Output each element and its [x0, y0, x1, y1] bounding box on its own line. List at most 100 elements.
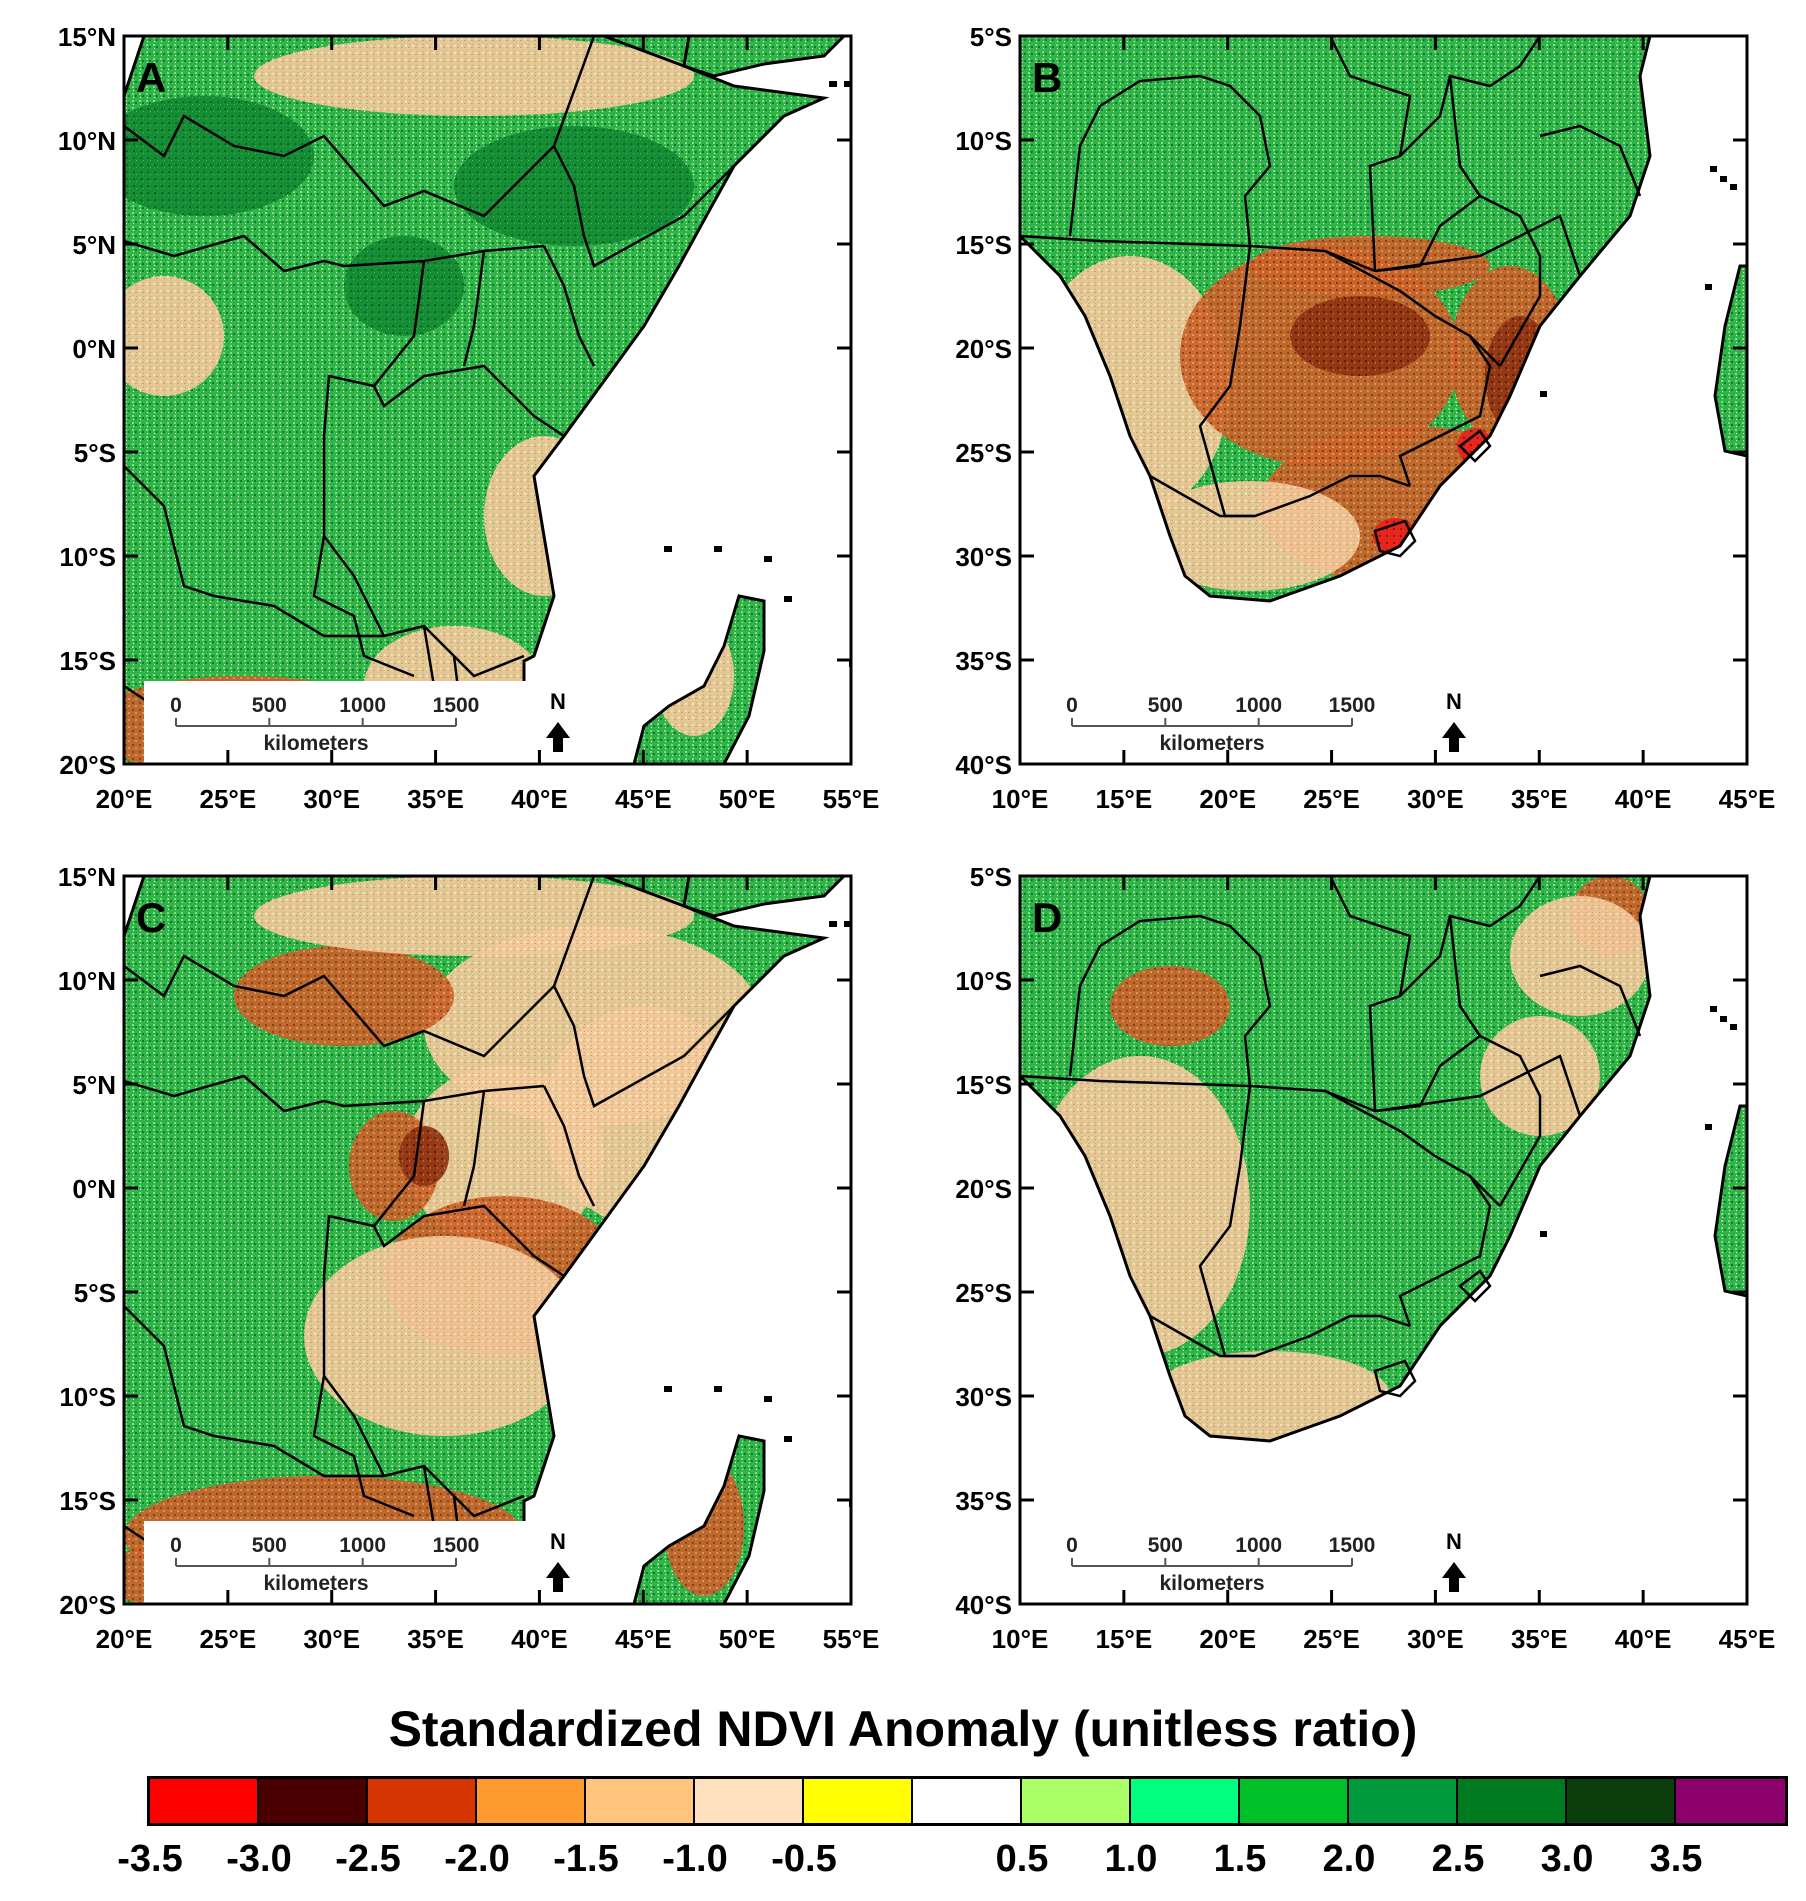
legend-swatch	[1022, 1779, 1131, 1823]
island	[714, 546, 722, 552]
legend-swatch	[477, 1779, 586, 1823]
lon-tick-label: 15°E	[1096, 1624, 1153, 1654]
scale-unit: kilometers	[1159, 732, 1264, 755]
panel-label: C	[136, 894, 166, 941]
island	[664, 1386, 672, 1392]
island	[1730, 184, 1737, 190]
legend-swatch	[586, 1779, 695, 1823]
country-border	[1519, 214, 1582, 277]
lat-tick-label: 0°N	[72, 1174, 116, 1204]
country-border	[124, 876, 596, 1058]
lat-tick-label: 40°S	[955, 1590, 1012, 1620]
lat-tick-label: 10°S	[955, 966, 1012, 996]
scale-unit: kilometers	[1159, 1572, 1264, 1595]
legend-swatch	[804, 1779, 913, 1823]
lat-tick-label: 15°S	[59, 1486, 116, 1516]
lon-tick-label: 20°E	[1199, 1624, 1256, 1654]
legend-swatch	[1240, 1779, 1349, 1823]
island	[664, 546, 672, 552]
island	[829, 921, 837, 927]
country-border	[552, 985, 735, 1108]
scale-bar: 0 500 1000 1500 kilometers	[1066, 1534, 1375, 1595]
lat-tick-label: 25°S	[955, 438, 1012, 468]
country-border	[462, 1090, 486, 1207]
lat-tick-label: 5°S	[970, 862, 1012, 892]
north-label: N	[550, 689, 566, 714]
country-border	[1373, 519, 1417, 558]
island	[764, 1396, 772, 1402]
country-border	[1479, 194, 1542, 367]
lat-tick-label: 20°S	[59, 1590, 116, 1620]
panel-label: A	[136, 54, 166, 101]
lon-tick-label: 35°E	[407, 1624, 464, 1654]
country-border	[1324, 1089, 1501, 1207]
legend-swatch	[1349, 1779, 1458, 1823]
scale-tick-label: 0	[170, 694, 182, 717]
scale-tick-label: 500	[252, 1534, 287, 1557]
scale-tick-label: 1500	[433, 694, 480, 717]
map-frame	[122, 34, 853, 766]
scale-bar: 0 500 1000 1500 kilometers	[1066, 694, 1375, 755]
island	[1710, 166, 1717, 172]
legend-label: -1.0	[662, 1838, 728, 1880]
scale-bar: 0 500 1000 1500 kilometers	[170, 1534, 479, 1595]
legend-label: 1.5	[1213, 1838, 1267, 1880]
lat-tick-label: 10°S	[59, 542, 116, 572]
panel-label: B	[1032, 54, 1062, 101]
lat-tick-label: 35°S	[955, 646, 1012, 676]
country-border	[1458, 429, 1492, 463]
country-border	[1539, 124, 1642, 197]
scale-tick-label: 1500	[1329, 1534, 1376, 1557]
north-arrow-icon: N	[1442, 689, 1466, 752]
legend-color-bar	[147, 1776, 1788, 1826]
country-border	[1324, 249, 1501, 367]
map-panel-c: C 15°N 10°N 5°N 0°N 5°S 10°S 15°S 20°S 20°E 25°E 30…	[58, 862, 879, 1654]
scale-tick-label: 1000	[1235, 694, 1282, 717]
island	[764, 556, 772, 562]
lat-tick-label: 5°S	[970, 22, 1012, 52]
lon-tick-label: 15°E	[1096, 784, 1153, 814]
lon-tick-label: 55°E	[823, 784, 880, 814]
country-border	[552, 145, 735, 268]
lat-tick-label: 0°N	[72, 334, 116, 364]
lat-tick-label: 15°S	[955, 1070, 1012, 1100]
lon-tick-label: 35°E	[1511, 1624, 1568, 1654]
legend-swatch	[1458, 1779, 1567, 1823]
lat-tick-label: 15°N	[58, 22, 116, 52]
lon-tick-label: 30°E	[1407, 784, 1464, 814]
map-frame	[1018, 34, 1749, 766]
lat-tick-label: 20°S	[59, 750, 116, 780]
map-panel-a: A 15°N 10°N 5°N 0°N 5°S 10°S 15°S 20°S 20°E 25°E 30…	[58, 22, 879, 814]
north-label: N	[1446, 1529, 1462, 1554]
country-border	[1398, 335, 1492, 487]
north-arrow-icon: N	[546, 1529, 570, 1592]
lat-tick-label: 15°S	[955, 230, 1012, 260]
scale-tick-label: 1500	[1329, 694, 1376, 717]
lon-tick-label: 45°E	[1719, 1624, 1776, 1654]
scale-tick-label: 1500	[433, 1534, 480, 1557]
north-arrow-icon: N	[546, 689, 570, 752]
legend-label: 0.5	[995, 1838, 1049, 1880]
legend-label: -1.5	[553, 1838, 619, 1880]
scale-tick-label: 0	[170, 1534, 182, 1557]
lon-tick-label: 10°E	[992, 1624, 1049, 1654]
island	[784, 1436, 792, 1442]
country-border	[322, 1214, 386, 1477]
scale-tick-label: 0	[1066, 694, 1078, 717]
map-area	[124, 36, 851, 764]
lat-tick-label: 5°N	[72, 230, 116, 260]
map-frame	[122, 874, 853, 1606]
lat-tick-label: 30°S	[955, 542, 1012, 572]
legend-title: Standardized NDVI Anomaly (unitless rati…	[388, 1701, 1418, 1757]
map-area	[1020, 876, 1747, 1604]
country-border	[124, 1074, 545, 1113]
coastline	[1020, 876, 1652, 1443]
panel-label: D	[1032, 894, 1062, 941]
lat-tick-label: 15°N	[58, 862, 116, 892]
lon-tick-label: 50°E	[719, 784, 776, 814]
legend-swatch	[695, 1779, 804, 1823]
north-label: N	[1446, 689, 1462, 714]
scale-tick-label: 500	[1148, 694, 1183, 717]
lon-tick-label: 35°E	[407, 784, 464, 814]
north-label: N	[550, 1529, 566, 1554]
